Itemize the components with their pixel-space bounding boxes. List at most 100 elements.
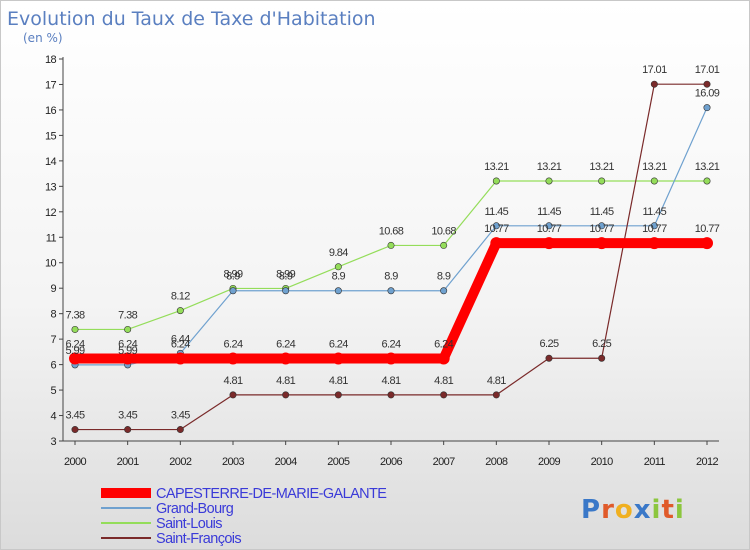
y-tick-label: 3 (50, 436, 56, 448)
data-label: 11.45 (537, 206, 561, 218)
y-tick-label: 11 (46, 232, 57, 244)
data-label: 13.21 (537, 161, 562, 173)
data-point (650, 80, 658, 88)
legend-label-0: CAPESTERRE-DE-MARIE-GALANTE (156, 486, 387, 502)
data-point (282, 391, 290, 399)
data-label: 3.45 (118, 410, 137, 422)
x-tick-label: 2005 (327, 456, 350, 468)
data-point (227, 352, 239, 365)
data-label: 11.45 (484, 206, 508, 218)
data-point (332, 352, 345, 365)
data-label: 5.99 (118, 345, 137, 357)
data-label: 4.81 (223, 375, 242, 387)
data-label: 10.77 (695, 223, 720, 235)
logo-letter: r (601, 495, 615, 525)
data-labels: 7.38 7.38 8.12 8.99 8.99 9.84 10.68 10.68 13.21 1… (65, 64, 720, 422)
logo-letter: P (581, 495, 601, 525)
y-tick-label: 14 (45, 156, 57, 168)
x-tick-label: 2001 (117, 456, 140, 468)
data-point (229, 391, 237, 399)
data-point (650, 177, 658, 185)
data-point (334, 263, 342, 271)
data-point (124, 325, 132, 333)
data-label: 13.21 (642, 161, 667, 173)
logo-letter: i (675, 495, 685, 525)
series-line-2 (75, 180, 707, 331)
data-label: 4.81 (487, 375, 506, 387)
data-label: 10.77 (484, 223, 509, 235)
x-tick-label: 2010 (591, 456, 614, 468)
data-point (648, 237, 661, 250)
data-label: 6.24 (381, 338, 400, 350)
data-point (174, 352, 187, 365)
data-label: 8.9 (226, 271, 240, 283)
y-tick-label: 17 (45, 79, 57, 91)
logo-letter: o (615, 495, 634, 525)
data-label: 8.9 (279, 271, 293, 283)
data-label: 6.24 (434, 338, 453, 350)
x-tick-label: 2003 (222, 456, 245, 468)
data-label: 11.45 (642, 206, 666, 218)
data-point (492, 177, 500, 185)
data-point (385, 352, 397, 365)
data-point (545, 177, 553, 185)
data-label: 13.21 (484, 161, 509, 173)
x-tick-label: 2012 (696, 456, 719, 468)
data-point (492, 222, 500, 230)
data-point (703, 104, 711, 112)
data-point (545, 222, 553, 230)
data-label: 8.9 (384, 271, 398, 283)
data-point (387, 241, 395, 249)
y-tick-label: 4 (50, 411, 56, 423)
data-point (69, 352, 81, 365)
data-label: 17.01 (642, 64, 667, 76)
data-label: 8.9 (437, 271, 451, 283)
x-tick-label: 2008 (485, 456, 508, 468)
data-label: 10.77 (589, 223, 614, 235)
data-label: 4.81 (381, 375, 400, 387)
data-label: 6.25 (539, 338, 558, 350)
y-tick-label: 8 (50, 309, 56, 321)
chart-title: Evolution du Taux de Taxe d'Habitation (7, 8, 376, 30)
data-point (229, 287, 237, 295)
data-label: 6.24 (171, 338, 190, 350)
data-point (176, 426, 184, 434)
y-tick-label: 10 (45, 258, 57, 270)
data-label: 3.45 (65, 410, 84, 422)
data-label: 4.81 (434, 375, 453, 387)
x-tick-label: 2002 (169, 456, 192, 468)
data-label: 4.81 (276, 375, 295, 387)
data-point (387, 391, 395, 399)
axes: 3 4 5 6 7 8 9 10 11 12 13 14 15 16 17 18 2000 2001 2002 200… (45, 54, 719, 468)
y-tick-label: 12 (45, 207, 57, 219)
data-point (543, 237, 555, 250)
legend-label-1: Grand-Bourg (156, 501, 234, 517)
data-label: 6.24 (276, 338, 295, 350)
chart-subtitle: (en %) (23, 31, 63, 45)
x-tick-label: 2007 (433, 456, 456, 468)
x-tick-label: 2009 (538, 456, 561, 468)
data-point (440, 391, 448, 399)
logo-letter: t (661, 495, 674, 525)
data-point (492, 391, 500, 399)
data-label: 11.45 (590, 206, 614, 218)
data-point (703, 80, 711, 88)
y-tick-label: 15 (45, 130, 57, 142)
data-point (701, 237, 713, 250)
data-label: 6.24 (65, 338, 84, 350)
data-label: 10.68 (431, 225, 456, 237)
x-tick-label: 2006 (380, 456, 403, 468)
data-label: 6.25 (592, 338, 611, 350)
series-layer (69, 80, 713, 434)
data-point (598, 354, 606, 362)
data-label: 8.99 (223, 268, 242, 280)
legend-label-3: Saint-François (156, 531, 241, 547)
data-label: 7.38 (65, 309, 84, 321)
data-point (598, 177, 606, 185)
data-point (650, 222, 658, 230)
data-point (279, 352, 292, 365)
y-tick-label: 13 (45, 181, 57, 193)
data-label: 16.09 (695, 88, 720, 100)
